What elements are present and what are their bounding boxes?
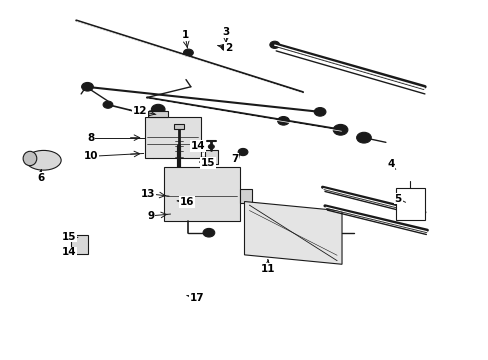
Text: 2: 2 — [225, 43, 232, 53]
Text: 11: 11 — [260, 264, 275, 274]
Text: 4: 4 — [386, 159, 394, 169]
Text: 3: 3 — [222, 27, 229, 37]
Circle shape — [224, 46, 227, 49]
Circle shape — [103, 101, 113, 108]
Text: 8: 8 — [87, 133, 94, 143]
Circle shape — [281, 119, 285, 123]
Bar — [173, 125, 183, 129]
Circle shape — [206, 231, 211, 234]
Circle shape — [183, 49, 193, 56]
Circle shape — [203, 228, 214, 237]
Circle shape — [248, 245, 258, 252]
Bar — [395, 188, 424, 220]
Circle shape — [317, 110, 322, 114]
Circle shape — [326, 214, 335, 221]
Circle shape — [151, 104, 164, 114]
Circle shape — [81, 82, 93, 91]
Circle shape — [231, 168, 238, 174]
Circle shape — [37, 154, 54, 167]
Circle shape — [238, 148, 247, 156]
Ellipse shape — [26, 150, 61, 170]
Bar — [205, 150, 217, 164]
Circle shape — [166, 150, 176, 158]
Circle shape — [277, 117, 289, 125]
Circle shape — [208, 144, 214, 149]
Circle shape — [166, 213, 173, 219]
Text: 15: 15 — [61, 232, 76, 242]
Text: 9: 9 — [147, 211, 154, 221]
Bar — [71, 235, 88, 253]
Circle shape — [248, 206, 258, 213]
Circle shape — [231, 213, 238, 219]
Circle shape — [75, 236, 85, 243]
Text: 13: 13 — [141, 189, 155, 199]
Text: 16: 16 — [180, 197, 194, 207]
Text: 17: 17 — [189, 293, 203, 303]
Circle shape — [221, 44, 230, 50]
Circle shape — [75, 244, 85, 252]
Bar — [163, 167, 239, 221]
Circle shape — [326, 254, 335, 261]
Bar — [239, 189, 251, 203]
Circle shape — [337, 128, 343, 132]
Text: 10: 10 — [83, 151, 98, 161]
Ellipse shape — [23, 151, 37, 166]
Polygon shape — [244, 202, 341, 264]
Circle shape — [151, 152, 156, 156]
Circle shape — [41, 157, 49, 163]
Text: 14: 14 — [61, 247, 76, 257]
Circle shape — [240, 193, 248, 199]
Text: 1: 1 — [181, 30, 188, 40]
Text: 7: 7 — [231, 154, 238, 164]
Circle shape — [332, 125, 347, 135]
Circle shape — [155, 107, 161, 112]
Circle shape — [356, 132, 370, 143]
Circle shape — [147, 150, 159, 158]
Bar — [144, 117, 200, 158]
Circle shape — [185, 51, 190, 54]
Text: 5: 5 — [394, 194, 401, 204]
Bar — [148, 111, 167, 117]
Circle shape — [78, 247, 82, 249]
Circle shape — [314, 108, 325, 116]
Text: 12: 12 — [132, 106, 146, 116]
Text: 6: 6 — [37, 173, 44, 183]
Text: 15: 15 — [200, 158, 215, 168]
Text: 14: 14 — [190, 141, 205, 151]
Circle shape — [166, 168, 173, 174]
Circle shape — [269, 41, 279, 48]
